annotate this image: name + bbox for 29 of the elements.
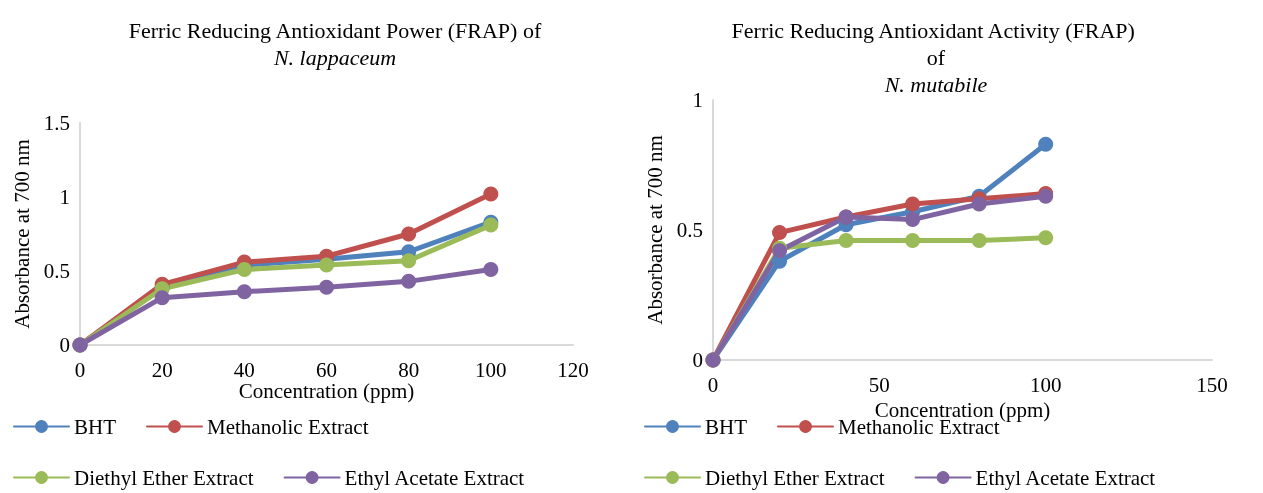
legend-label: Ethyl Acetate Extract <box>344 465 525 490</box>
y-axis-title: Absorbance at 700 nm <box>642 135 667 325</box>
x-tick-label: 100 <box>1029 372 1062 397</box>
x-axis-title: Concentration (ppm) <box>238 379 415 404</box>
x-tick-label: 80 <box>398 357 420 382</box>
y-tick-label: 0.5 <box>676 218 703 242</box>
y-axis-title: Absorbance at 700 nm <box>9 139 34 329</box>
y-tick-label: 0 <box>59 333 70 357</box>
y-tick-label: 0.5 <box>43 259 70 283</box>
x-tick-label: 150 <box>1196 372 1228 397</box>
legend-label: Methanolic Extract <box>207 414 369 439</box>
chart-title: Ferric Reducing Antioxidant Power (FRAP) of <box>128 18 542 43</box>
chart-subtitle: N. mutabile <box>883 71 988 97</box>
y-tick-label: 1.5 <box>43 111 70 135</box>
legend-label: Ethyl Acetate Extract <box>975 465 1156 490</box>
chart-title: Ferric Reducing Antioxidant Activity (FRAP) of <box>731 18 1141 70</box>
y-tick-label: 1 <box>692 88 703 112</box>
x-tick-label: 20 <box>151 357 173 382</box>
x-tick-label: 50 <box>868 372 890 397</box>
legend-label: BHT <box>74 414 117 439</box>
x-tick-label: 40 <box>233 357 255 382</box>
x-tick-label: 60 <box>316 357 337 382</box>
legend-label: Diethyl Ether Extract <box>74 465 254 490</box>
chart-subtitle: N. lappaceum <box>272 44 397 70</box>
x-tick-label: 100 <box>475 357 507 382</box>
x-tick-label: 120 <box>557 357 589 382</box>
y-tick-label: 1 <box>59 185 70 209</box>
legend-label: BHT <box>705 414 748 439</box>
legend-label: Diethyl Ether Extract <box>705 465 885 490</box>
